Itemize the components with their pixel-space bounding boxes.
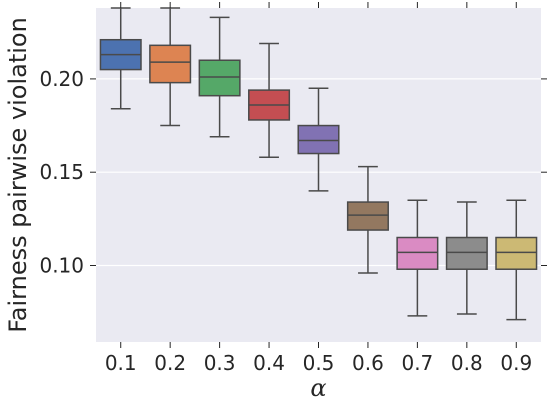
box-0.3 — [198, 16, 241, 138]
x-tick-label: 0.4 — [253, 351, 285, 375]
box-body — [495, 236, 538, 270]
box-0.4 — [248, 42, 291, 159]
box-0.1 — [99, 7, 142, 110]
x-tick-label: 0.7 — [401, 351, 433, 375]
x-tick-label: 0.8 — [451, 351, 483, 375]
y-tick-label: 0.10 — [39, 253, 84, 277]
x-tick-label: 0.3 — [204, 351, 236, 375]
x-tick-label: 0.2 — [154, 351, 186, 375]
y-tick-label: 0.20 — [39, 67, 84, 91]
y-tick-label: 0.15 — [39, 160, 84, 184]
y-axis-label: Fairness pairwise violation — [4, 17, 32, 333]
x-axis-label: α — [310, 374, 326, 402]
axis-ticks: 0.10 0.15 0.20 0.1 0.2 0.3 0.4 0.5 0.6 0.7 0.8 0.9 — [39, 2, 547, 375]
box-body — [149, 44, 192, 84]
box-0.7 — [396, 199, 439, 317]
box-body — [346, 201, 389, 231]
x-tick-label: 0.1 — [105, 351, 137, 375]
box-body — [198, 59, 241, 97]
box-body — [297, 124, 340, 155]
box-0.8 — [445, 201, 488, 315]
x-tick-label: 0.6 — [352, 351, 384, 375]
x-tick-label: 0.5 — [303, 351, 335, 375]
boxes — [99, 7, 538, 321]
box-0.9 — [495, 199, 538, 321]
box-0.5 — [297, 87, 340, 192]
x-tick-label: 0.9 — [500, 351, 532, 375]
box-body — [445, 236, 488, 270]
box-0.2 — [149, 7, 192, 127]
box-body — [396, 236, 439, 270]
box-0.6 — [346, 165, 389, 274]
